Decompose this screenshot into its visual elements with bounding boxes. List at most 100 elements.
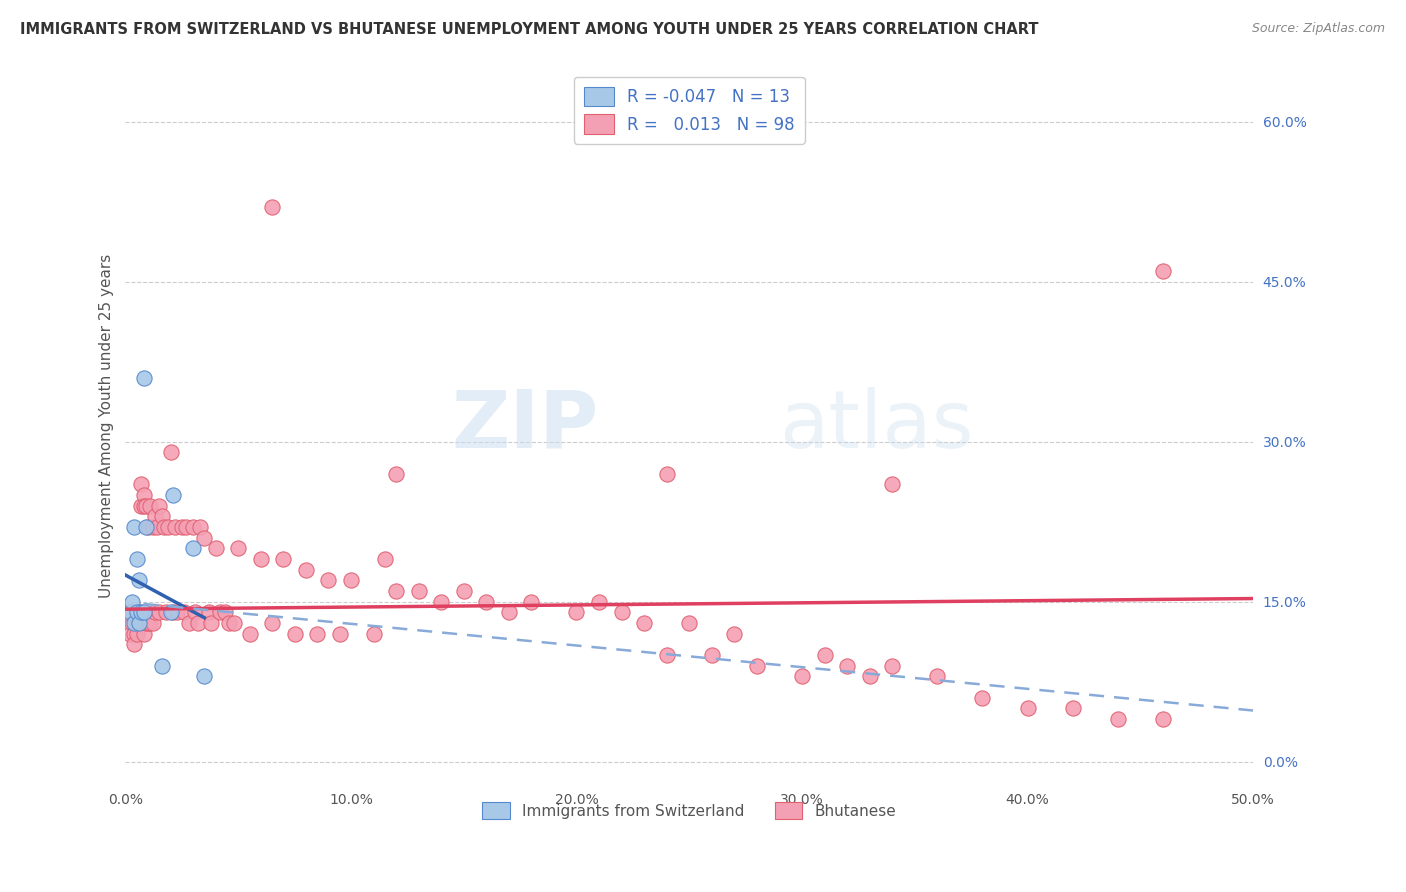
Point xyxy=(385,467,408,481)
Point xyxy=(813,648,835,662)
Point xyxy=(678,616,700,631)
Point xyxy=(136,616,159,631)
Point xyxy=(150,509,173,524)
Point xyxy=(209,606,232,620)
Point xyxy=(159,445,181,459)
Text: ZIP: ZIP xyxy=(451,387,599,465)
Point xyxy=(124,616,146,631)
Point xyxy=(177,616,200,631)
Point xyxy=(972,690,994,705)
Point xyxy=(129,616,152,631)
Point xyxy=(238,626,260,640)
Point xyxy=(166,606,188,620)
Point xyxy=(927,669,949,683)
Point xyxy=(136,520,159,534)
Point xyxy=(143,606,166,620)
Point xyxy=(121,616,143,631)
Point xyxy=(610,606,633,620)
Point xyxy=(170,520,193,534)
Point xyxy=(226,541,249,556)
Point xyxy=(132,499,155,513)
Legend: Immigrants from Switzerland, Bhutanese: Immigrants from Switzerland, Bhutanese xyxy=(477,796,903,825)
Point xyxy=(181,520,204,534)
Point xyxy=(132,371,155,385)
Point xyxy=(124,637,146,651)
Point xyxy=(125,606,148,620)
Point xyxy=(790,669,813,683)
Point xyxy=(118,626,141,640)
Point xyxy=(218,616,240,631)
Point xyxy=(150,658,173,673)
Point xyxy=(1062,701,1084,715)
Point xyxy=(173,606,195,620)
Point xyxy=(165,520,187,534)
Point xyxy=(222,616,245,631)
Point xyxy=(260,200,283,214)
Point xyxy=(157,520,180,534)
Point xyxy=(307,626,329,640)
Point xyxy=(700,648,723,662)
Point xyxy=(141,520,163,534)
Point xyxy=(475,595,498,609)
Point xyxy=(139,616,162,631)
Point xyxy=(125,552,148,566)
Point xyxy=(128,606,150,620)
Point xyxy=(146,520,169,534)
Point xyxy=(882,658,904,673)
Point xyxy=(125,616,148,631)
Point xyxy=(385,584,408,599)
Point xyxy=(128,574,150,588)
Point xyxy=(162,606,184,620)
Point xyxy=(139,499,162,513)
Point xyxy=(121,595,143,609)
Point xyxy=(141,616,163,631)
Point xyxy=(249,552,271,566)
Point xyxy=(655,467,678,481)
Point xyxy=(200,616,222,631)
Point xyxy=(121,606,143,620)
Point xyxy=(633,616,655,631)
Point xyxy=(859,669,882,683)
Point xyxy=(329,626,352,640)
Point xyxy=(837,658,859,673)
Point xyxy=(148,606,170,620)
Point xyxy=(204,541,226,556)
Y-axis label: Unemployment Among Youth under 25 years: Unemployment Among Youth under 25 years xyxy=(100,253,114,598)
Point xyxy=(128,616,150,631)
Point xyxy=(260,616,283,631)
Point xyxy=(340,574,363,588)
Point xyxy=(882,477,904,491)
Point xyxy=(132,488,155,502)
Point xyxy=(155,606,177,620)
Point xyxy=(162,488,184,502)
Point xyxy=(214,606,236,620)
Point xyxy=(124,626,146,640)
Point xyxy=(318,574,340,588)
Point xyxy=(498,606,520,620)
Point xyxy=(118,606,141,620)
Point xyxy=(284,626,307,640)
Point xyxy=(745,658,768,673)
Text: atlas: atlas xyxy=(779,387,974,465)
Point xyxy=(132,626,155,640)
Point xyxy=(129,606,152,620)
Point xyxy=(655,648,678,662)
Point xyxy=(1017,701,1039,715)
Point xyxy=(198,606,221,620)
Point xyxy=(135,499,157,513)
Point xyxy=(129,499,152,513)
Point xyxy=(132,606,155,620)
Point xyxy=(273,552,295,566)
Point xyxy=(176,520,198,534)
Point xyxy=(430,595,453,609)
Point xyxy=(187,616,209,631)
Point xyxy=(159,606,181,620)
Point xyxy=(453,584,475,599)
Point xyxy=(153,520,176,534)
Text: IMMIGRANTS FROM SWITZERLAND VS BHUTANESE UNEMPLOYMENT AMONG YOUTH UNDER 25 YEARS: IMMIGRANTS FROM SWITZERLAND VS BHUTANESE… xyxy=(20,22,1038,37)
Point xyxy=(193,531,215,545)
Point xyxy=(408,584,430,599)
Point xyxy=(124,520,146,534)
Point xyxy=(723,626,745,640)
Point xyxy=(184,606,207,620)
